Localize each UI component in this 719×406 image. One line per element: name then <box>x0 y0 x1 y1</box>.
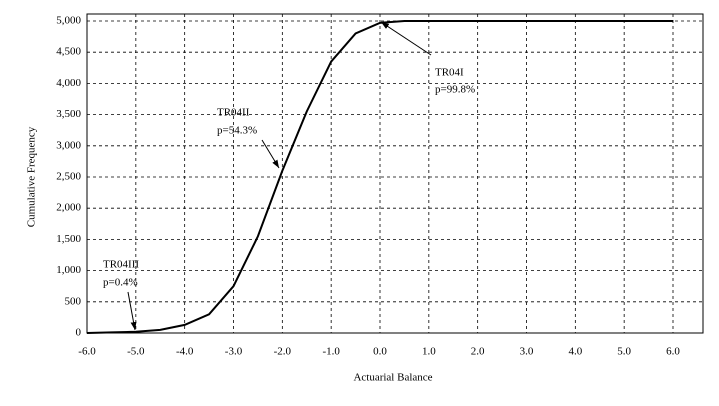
y-tick-label: 1,000 <box>56 264 81 276</box>
line <box>86 20 673 334</box>
annotation: TR04I <box>435 67 464 79</box>
y-tick-label: 0 <box>76 327 82 339</box>
x-tick-label: 2.0 <box>471 346 485 358</box>
x-tick-label: 5.0 <box>617 346 631 358</box>
y-tick-label: 2,500 <box>56 171 81 183</box>
x-tick-label: -3.0 <box>225 346 243 358</box>
annotation: TR04III <box>103 259 139 271</box>
y-tick-label: 5,000 <box>56 15 81 27</box>
plot-frame <box>86 13 704 334</box>
arrow <box>380 21 432 56</box>
x-tick-label: -1.0 <box>322 346 340 358</box>
x-tick-label: -2.0 <box>274 346 292 358</box>
x-tick-label: 3.0 <box>520 346 534 358</box>
x-tick-label: 1.0 <box>422 346 436 358</box>
x-tick-label: 0.0 <box>373 346 387 358</box>
y-tick-label: 2,000 <box>56 202 81 214</box>
y-tick-label: 500 <box>65 295 82 307</box>
y-tick-label: 1,500 <box>56 233 81 245</box>
x-tick-label: 4.0 <box>568 346 582 358</box>
annotation: p=0.4% <box>103 277 138 289</box>
y-tick-label: 4,500 <box>56 46 81 58</box>
y-tick-label: 3,500 <box>56 108 81 120</box>
x-tick-label: -4.0 <box>176 346 194 358</box>
arrow <box>127 291 137 331</box>
annotation: p=99.8% <box>435 84 475 96</box>
x-tick-label: 6.0 <box>666 346 680 358</box>
x-axis-label: Actuarial Balance <box>353 372 432 384</box>
x-tick-label: -6.0 <box>78 346 96 358</box>
y-axis-label: Cumulative Frequency <box>26 126 38 227</box>
x-tick-label: -5.0 <box>127 346 145 358</box>
y-tick-label: 3,000 <box>56 139 81 151</box>
y-tick-label: 4,000 <box>56 77 81 89</box>
annotation: p=54.3% <box>217 125 257 137</box>
arrow <box>261 139 280 169</box>
